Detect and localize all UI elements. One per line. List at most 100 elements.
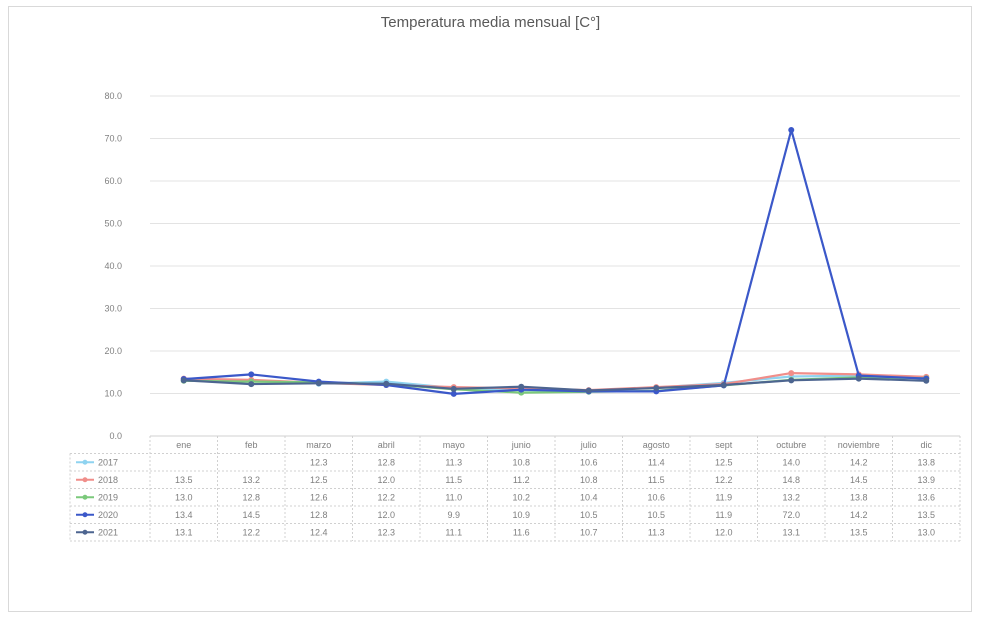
x-tick-label: dic	[920, 440, 932, 450]
data-point	[585, 387, 592, 394]
data-point	[720, 382, 727, 388]
table-cell: 12.4	[310, 527, 328, 537]
data-point	[788, 370, 795, 377]
data-point	[315, 380, 322, 387]
table-cell: 11.4	[648, 457, 665, 467]
table-cell: 12.5	[310, 475, 328, 485]
table-cell: 11.6	[513, 527, 530, 537]
table-cell: 13.1	[175, 527, 193, 537]
table-cell: 12.6	[310, 492, 328, 502]
table-cell: 13.5	[175, 475, 193, 485]
table-cell: 11.9	[715, 492, 732, 502]
x-tick-label: abril	[378, 440, 395, 450]
data-point	[653, 384, 660, 391]
x-tick-label: mayo	[443, 440, 465, 450]
y-tick-label: 10.0	[104, 389, 122, 399]
table-cell: 12.2	[715, 475, 733, 485]
chart-title: Temperatura media mensual [C°]	[380, 14, 601, 31]
table-cell: 72.0	[782, 510, 800, 520]
table-cell: 13.6	[917, 492, 935, 502]
x-tick-label: feb	[245, 440, 258, 450]
table-cell: 13.8	[917, 457, 935, 467]
table-cell: 11.0	[445, 492, 462, 502]
table-cell: 11.3	[648, 527, 665, 537]
table-cell: 13.0	[175, 492, 193, 502]
x-tick-label: agosto	[643, 440, 670, 450]
table-cell: 12.3	[377, 527, 395, 537]
legend-key-marker	[82, 512, 88, 518]
legend-label: 2021	[98, 527, 118, 537]
table-cell: 13.2	[782, 492, 800, 502]
table-cell: 12.3	[310, 457, 328, 467]
legend-key-marker	[82, 459, 88, 465]
x-tick-label: sept	[715, 440, 733, 450]
table-cell: 13.9	[917, 475, 935, 485]
x-tick-label: noviembre	[838, 440, 880, 450]
table-cell: 12.8	[310, 510, 328, 520]
legend-label: 2019	[98, 492, 118, 502]
data-point	[450, 390, 457, 397]
data-point	[180, 377, 187, 384]
table-cell: 13.4	[175, 510, 193, 520]
series-line	[183, 377, 927, 392]
legend-label: 2018	[98, 475, 118, 485]
table-cell: 10.5	[647, 510, 665, 520]
table-cell: 11.3	[445, 457, 462, 467]
table-cell: 13.0	[917, 527, 935, 537]
table-cell: 10.2	[512, 492, 530, 502]
y-tick-label: 50.0	[104, 219, 122, 229]
data-point	[450, 385, 457, 392]
table-cell: 10.9	[512, 510, 530, 520]
data-point	[518, 383, 525, 390]
legend-key-marker	[82, 529, 88, 535]
y-tick-label: 80.0	[104, 91, 122, 101]
data-point	[923, 377, 930, 384]
table-cell: 12.0	[377, 510, 395, 520]
y-tick-label: 0.0	[109, 431, 122, 441]
table-cell: 12.8	[377, 457, 395, 467]
table-cell: 14.5	[850, 475, 868, 485]
table-cell: 10.5	[580, 510, 598, 520]
table-cell: 10.4	[580, 492, 598, 502]
data-point	[248, 371, 255, 378]
table-cell: 10.6	[647, 492, 665, 502]
legend-label: 2020	[98, 510, 118, 520]
data-point	[788, 127, 795, 133]
table-cell: 10.6	[580, 457, 598, 467]
x-tick-label: octubre	[776, 440, 806, 450]
table-cell: 11.1	[445, 527, 462, 537]
y-tick-label: 30.0	[104, 304, 122, 314]
legend-label: 2017	[98, 457, 118, 467]
table-cell: 11.9	[715, 510, 732, 520]
table-cell: 12.5	[715, 457, 733, 467]
table-cell: 10.8	[512, 457, 530, 467]
series-line	[183, 128, 927, 395]
table-cell: 13.5	[850, 527, 868, 537]
data-point	[788, 377, 795, 384]
legend-key-marker	[82, 494, 88, 500]
table-cell: 12.2	[377, 492, 395, 502]
y-tick-label: 60.0	[104, 176, 122, 186]
data-point	[383, 380, 390, 387]
x-tick-label: junio	[511, 440, 531, 450]
table-cell: 10.7	[580, 527, 598, 537]
y-tick-label: 20.0	[104, 346, 122, 356]
y-tick-label: 40.0	[104, 261, 122, 271]
x-tick-label: julio	[580, 440, 597, 450]
table-cell: 11.2	[513, 475, 530, 485]
table-cell: 14.2	[850, 510, 868, 520]
table-cell: 14.5	[242, 510, 260, 520]
table-cell: 13.8	[850, 492, 868, 502]
table-cell: 13.5	[917, 510, 935, 520]
table-cell: 14.0	[782, 457, 800, 467]
table-cell: 13.1	[782, 527, 800, 537]
table-cell: 12.2	[242, 527, 260, 537]
table-cell: 11.5	[445, 475, 462, 485]
table-cell: 12.0	[715, 527, 733, 537]
table-cell: 14.2	[850, 457, 868, 467]
table-cell: 10.8	[580, 475, 598, 485]
table-cell: 9.9	[447, 510, 460, 520]
x-tick-label: marzo	[306, 440, 331, 450]
table-cell: 14.8	[782, 475, 800, 485]
